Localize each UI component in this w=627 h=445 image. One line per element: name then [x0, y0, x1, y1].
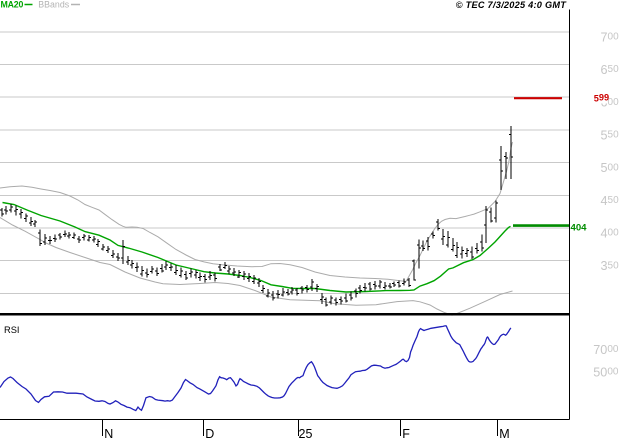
svg-text:700: 700 — [601, 30, 620, 44]
svg-text:350: 350 — [601, 259, 620, 273]
svg-text:BBands: BBands — [38, 0, 69, 9]
svg-text:D: D — [205, 427, 214, 440]
svg-text:5000: 5000 — [593, 366, 619, 380]
svg-text:25: 25 — [299, 427, 313, 440]
svg-text:404: 404 — [571, 222, 588, 233]
svg-text:650: 650 — [601, 63, 620, 77]
svg-text:7000: 7000 — [593, 343, 619, 357]
svg-text:450: 450 — [601, 194, 620, 208]
svg-text:550: 550 — [601, 128, 620, 142]
svg-text:M: M — [499, 427, 509, 440]
svg-text:400: 400 — [601, 227, 620, 241]
svg-text:MA20: MA20 — [1, 0, 24, 9]
svg-text:599: 599 — [594, 92, 609, 103]
svg-text:500: 500 — [601, 161, 620, 175]
svg-text:© TEC 7/3/2025 4:0 GMT: © TEC 7/3/2025 4:0 GMT — [456, 0, 567, 10]
svg-text:F: F — [402, 427, 410, 440]
svg-text:N: N — [104, 427, 113, 440]
svg-text:RSI: RSI — [4, 325, 20, 335]
